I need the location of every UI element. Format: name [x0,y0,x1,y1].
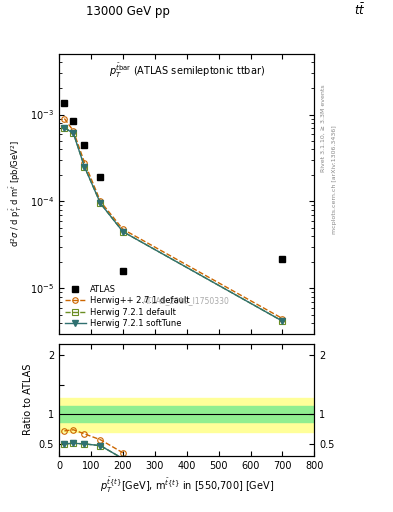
ATLAS [62,100,67,106]
Text: mcplots.cern.ch [arXiv:1306.3436]: mcplots.cern.ch [arXiv:1306.3436] [332,125,337,233]
Herwig 7.2.1 softTune [280,318,285,324]
ATLAS [120,268,125,274]
Herwig 7.2.1 default [280,318,285,324]
Y-axis label: Ratio to ATLAS: Ratio to ATLAS [23,364,33,435]
Herwig 7.2.1 default [71,130,76,136]
Legend: ATLAS, Herwig++ 2.7.1 default, Herwig 7.2.1 default, Herwig 7.2.1 softTune: ATLAS, Herwig++ 2.7.1 default, Herwig 7.… [63,283,191,330]
Herwig 7.2.1 default [120,228,125,234]
Herwig 7.2.1 default [82,164,87,170]
Herwig++ 2.7.1 default [280,315,285,322]
X-axis label: $p_T^{\bar{t}\{t\}}$[GeV], m$^{\bar{t}\{t\}}$ in [550,700] [GeV]: $p_T^{\bar{t}\{t\}}$[GeV], m$^{\bar{t}\{… [99,476,274,495]
Herwig 7.2.1 softTune [82,164,87,170]
Herwig 7.2.1 softTune [71,130,76,136]
Herwig 7.2.1 softTune [120,228,125,234]
Text: Rivet 3.1.10, ≥ 3.3M events: Rivet 3.1.10, ≥ 3.3M events [320,84,325,172]
Line: Herwig 7.2.1 default: Herwig 7.2.1 default [62,125,285,324]
Line: ATLAS: ATLAS [61,100,286,274]
Y-axis label: d$^2\sigma$ / d p$_T^{\bar{t}}$ d m$^{\bar{t}}$ [pb/GeV$^2$]: d$^2\sigma$ / d p$_T^{\bar{t}}$ d m$^{\b… [8,140,24,247]
Text: t$\bar{t}$: t$\bar{t}$ [354,3,365,18]
Herwig 7.2.1 softTune [62,125,67,131]
Herwig++ 2.7.1 default [71,127,76,134]
ATLAS [280,255,285,262]
ATLAS [82,142,87,148]
Line: Herwig++ 2.7.1 default: Herwig++ 2.7.1 default [62,116,285,322]
Herwig++ 2.7.1 default [82,160,87,166]
ATLAS [71,118,76,124]
Text: ATLAS_2019_I1750330: ATLAS_2019_I1750330 [143,296,230,305]
Herwig 7.2.1 softTune [98,200,103,206]
Text: $p_T^{\bar{t}\mathrm{bar}}$ (ATLAS semileptonic ttbar): $p_T^{\bar{t}\mathrm{bar}}$ (ATLAS semil… [109,62,264,80]
Text: 13000 GeV pp: 13000 GeV pp [86,5,170,18]
Herwig 7.2.1 default [98,200,103,206]
Herwig++ 2.7.1 default [62,115,67,121]
Herwig 7.2.1 default [62,125,67,131]
ATLAS [98,174,103,180]
Herwig++ 2.7.1 default [120,226,125,232]
Line: Herwig 7.2.1 softTune: Herwig 7.2.1 softTune [62,125,285,324]
Herwig++ 2.7.1 default [98,198,103,204]
